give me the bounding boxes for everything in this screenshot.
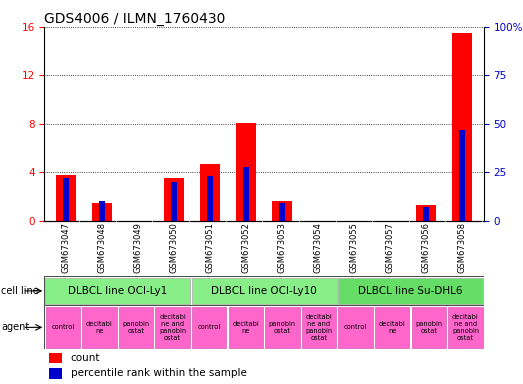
Bar — [49, 368, 62, 379]
Text: decitabi
ne: decitabi ne — [232, 321, 259, 334]
Text: panobin
ostat: panobin ostat — [415, 321, 442, 334]
Text: control: control — [51, 324, 74, 330]
Bar — [192, 307, 226, 348]
Text: panobin
ostat: panobin ostat — [122, 321, 150, 334]
Bar — [272, 202, 292, 221]
Text: DLBCL line OCI-Ly1: DLBCL line OCI-Ly1 — [68, 286, 167, 296]
Text: decitabi
ne and
panobin
ostat: decitabi ne and panobin ostat — [159, 314, 186, 341]
Bar — [452, 33, 472, 221]
Bar — [375, 307, 410, 348]
Bar — [99, 202, 105, 221]
Text: GSM673052: GSM673052 — [242, 222, 251, 273]
Bar — [302, 307, 336, 348]
Text: GSM673048: GSM673048 — [98, 222, 107, 273]
Bar — [236, 122, 256, 221]
Bar — [423, 207, 429, 221]
Bar — [338, 278, 483, 304]
Text: GSM673057: GSM673057 — [385, 222, 395, 273]
Bar — [191, 278, 337, 304]
Text: decitabi
ne and
panobin
ostat: decitabi ne and panobin ostat — [305, 314, 333, 341]
Bar — [164, 179, 184, 221]
Bar — [412, 307, 446, 348]
Bar — [49, 353, 62, 363]
Text: GSM673051: GSM673051 — [206, 222, 214, 273]
Text: decitabi
ne and
panobin
ostat: decitabi ne and panobin ostat — [452, 314, 479, 341]
Bar — [459, 130, 465, 221]
Bar — [200, 164, 220, 221]
Text: agent: agent — [1, 322, 29, 333]
Bar — [82, 307, 117, 348]
Text: DLBCL line OCI-Ly10: DLBCL line OCI-Ly10 — [211, 286, 317, 296]
Bar — [416, 205, 436, 221]
Bar — [56, 175, 76, 221]
Text: panobin
ostat: panobin ostat — [269, 321, 296, 334]
Text: GSM673056: GSM673056 — [422, 222, 430, 273]
Bar — [119, 307, 153, 348]
Text: GSM673049: GSM673049 — [133, 222, 143, 273]
Bar — [243, 167, 249, 221]
Text: control: control — [344, 324, 367, 330]
Bar — [448, 307, 483, 348]
Text: decitabi
ne: decitabi ne — [86, 321, 113, 334]
Text: DLBCL line Su-DHL6: DLBCL line Su-DHL6 — [358, 286, 463, 296]
Bar — [338, 307, 373, 348]
Bar — [45, 278, 190, 304]
Bar — [279, 204, 286, 221]
Text: GSM673047: GSM673047 — [62, 222, 71, 273]
Text: percentile rank within the sample: percentile rank within the sample — [71, 368, 247, 378]
Text: count: count — [71, 353, 100, 363]
Text: control: control — [198, 324, 221, 330]
Text: GSM673055: GSM673055 — [350, 222, 359, 273]
Text: cell line: cell line — [1, 286, 39, 296]
Bar — [46, 307, 80, 348]
Text: GSM673050: GSM673050 — [169, 222, 178, 273]
Bar — [207, 176, 213, 221]
Bar — [155, 307, 190, 348]
Bar — [265, 307, 300, 348]
Text: GDS4006 / ILMN_1760430: GDS4006 / ILMN_1760430 — [44, 12, 226, 26]
Bar — [92, 203, 112, 221]
Text: GSM673058: GSM673058 — [458, 222, 467, 273]
Text: GSM673054: GSM673054 — [314, 222, 323, 273]
Text: decitabi
ne: decitabi ne — [379, 321, 406, 334]
Bar — [63, 178, 70, 221]
Bar — [229, 307, 263, 348]
Bar — [171, 182, 177, 221]
Text: GSM673053: GSM673053 — [278, 222, 287, 273]
